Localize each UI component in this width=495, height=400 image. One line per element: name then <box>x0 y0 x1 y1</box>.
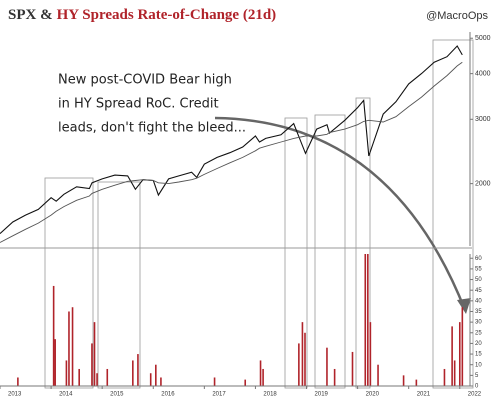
bar <box>458 322 461 386</box>
x-tick-label: 2013 <box>8 392 22 398</box>
bar <box>443 368 446 386</box>
bar <box>326 347 328 386</box>
x-tick-label: 2015 <box>110 392 124 398</box>
y-tick-label: 20 <box>475 341 482 347</box>
y-tick-label: 30 <box>475 320 482 326</box>
box <box>284 117 308 389</box>
bar <box>415 379 418 386</box>
box <box>355 97 371 389</box>
bar <box>259 360 262 386</box>
bar <box>377 364 379 386</box>
bar <box>106 368 109 386</box>
y-tick-label: 10 <box>475 362 482 368</box>
title-highlight: HY Spreads Rate-of-Change (21d) <box>57 7 277 23</box>
bar <box>333 368 336 386</box>
bar <box>160 377 162 386</box>
y-tick-label: 50 <box>475 277 482 283</box>
y-tick-label: 55 <box>475 266 482 272</box>
bar <box>65 360 68 386</box>
bar <box>132 360 134 386</box>
x-tick-label: 2014 <box>59 392 73 398</box>
x-tick-label: 2018 <box>263 392 277 398</box>
bar <box>451 326 453 386</box>
title-prefix: SPX & <box>8 7 53 23</box>
bar <box>93 322 96 386</box>
bar <box>149 373 152 386</box>
arrow-head <box>457 298 471 314</box>
y-tick-label: 60 <box>475 256 482 262</box>
bar <box>402 375 405 386</box>
arrow <box>214 116 467 311</box>
bar <box>17 377 19 386</box>
y-tick-label: 0 <box>475 384 479 390</box>
bar <box>155 364 157 386</box>
chart-title: SPX & HY Spreads Rate-of-Change (21d) <box>8 7 276 23</box>
bar <box>54 339 56 386</box>
y-tick-label: 45 <box>475 288 482 294</box>
bar <box>351 351 354 386</box>
x-tick-label: 2020 <box>366 392 380 398</box>
highlight-boxes <box>44 39 474 389</box>
annotation: leads, don't fight the bleed... <box>58 121 246 136</box>
bar <box>68 311 70 386</box>
box <box>97 181 141 389</box>
box <box>314 114 346 389</box>
y-tick-label: 35 <box>475 309 482 315</box>
bar <box>301 322 304 386</box>
x-tick-label: 2019 <box>315 392 329 398</box>
bar <box>52 285 55 386</box>
y-tick-label: 4000 <box>475 70 491 77</box>
bar <box>244 379 247 386</box>
source: @MacroOps <box>426 10 488 22</box>
x-tick-label: 2016 <box>161 392 175 398</box>
bar <box>78 368 80 386</box>
bar <box>71 307 74 386</box>
box <box>44 177 94 389</box>
y-tick-label: 5000 <box>475 35 491 42</box>
y-tick-label: 15 <box>475 352 482 358</box>
bar <box>96 373 98 386</box>
bar <box>364 254 367 386</box>
x-tick-label: 2021 <box>417 392 431 398</box>
x-tick-label: 2017 <box>212 392 226 398</box>
x-tick-label: 2022 <box>468 392 482 398</box>
bar <box>262 368 264 386</box>
y-tick-label: 40 <box>475 298 482 304</box>
box <box>432 39 474 389</box>
y-tick-label: 5 <box>475 373 479 379</box>
y-tick-label: 3000 <box>475 116 491 123</box>
bar <box>137 354 139 386</box>
y-tick-label: 25 <box>475 330 482 336</box>
series-line <box>0 45 463 235</box>
annotation: New post-COVID Bear high <box>58 73 232 88</box>
bar <box>213 377 216 386</box>
annotation: in HY Spread RoC. Credit <box>58 97 219 112</box>
bar <box>461 307 464 386</box>
bar <box>304 332 306 386</box>
bar <box>453 360 456 386</box>
bar <box>369 322 372 386</box>
bar <box>367 254 369 386</box>
series-line <box>0 61 463 243</box>
bar <box>298 343 300 386</box>
bar <box>91 343 93 386</box>
y-tick-label: 2000 <box>475 180 491 187</box>
